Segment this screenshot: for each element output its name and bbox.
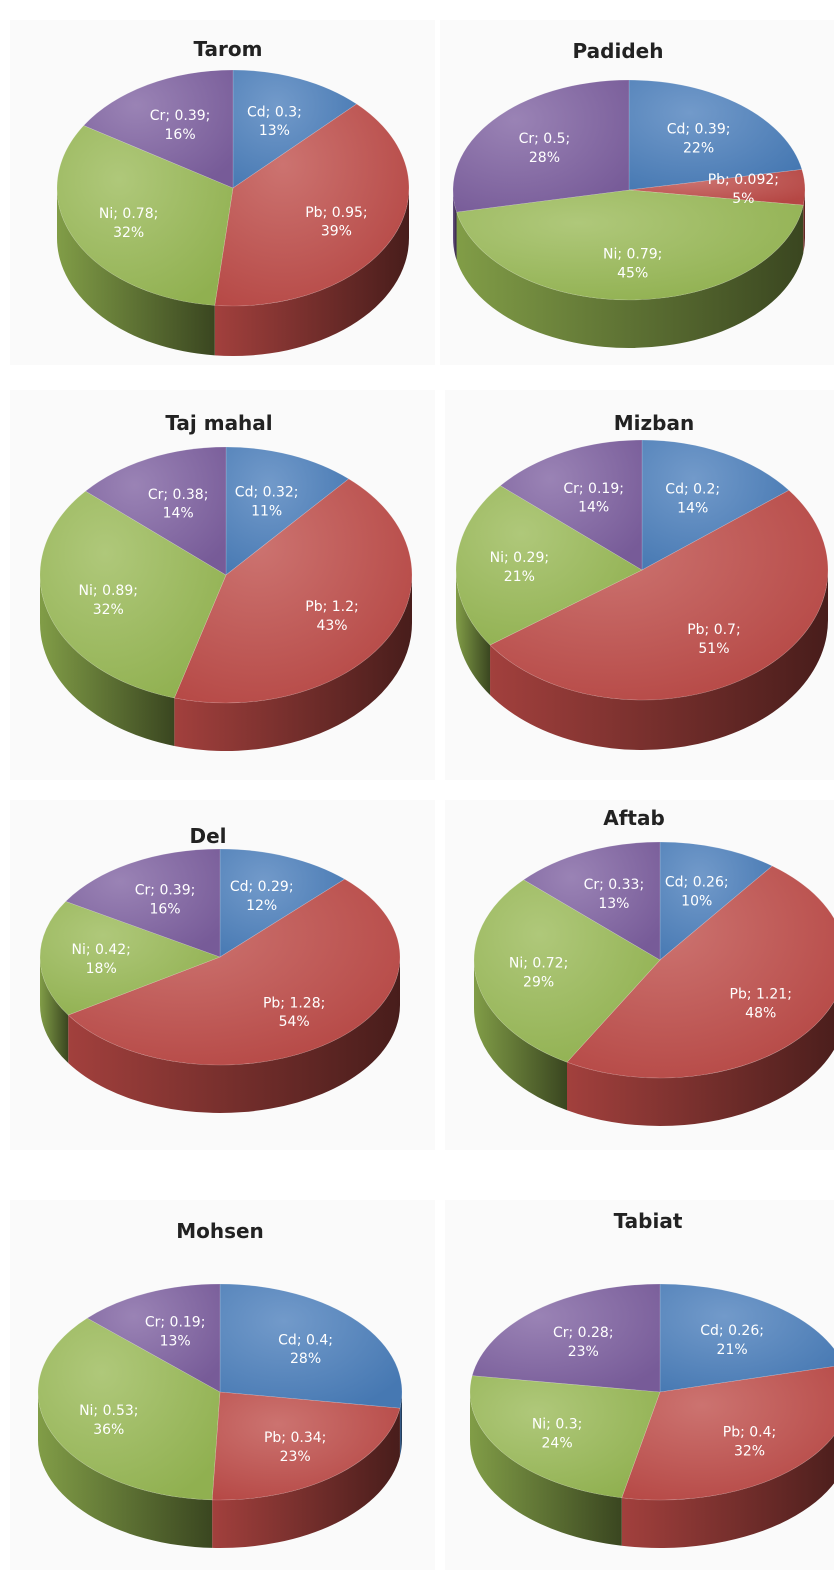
- pie-chart-padideh: Padideh Cd; 0.39; 22% Pb; 0.092; 5% Ni; 0.79;…: [440, 20, 834, 365]
- pie-slice-ni: [37, 1317, 221, 1501]
- pie-chart-aftab: Aftab Cd; 0.26; 10% Pb; 1.21; 48% Ni; 0.72; 29…: [445, 800, 834, 1150]
- pie-slice-cr: [523, 841, 661, 961]
- pie-slice-side-pb: [212, 1408, 400, 1549]
- pie-slice-cr: [471, 1283, 661, 1393]
- pie-slice-cd: [641, 439, 790, 571]
- pie-slice-pb: [173, 478, 413, 704]
- pie-slice-cr: [86, 1283, 221, 1393]
- slice-label-cr: Cr; 0.5; 28%: [519, 131, 571, 166]
- slice-label-cd: Cd; 0.32; 11%: [235, 485, 299, 520]
- pie-slice-cd: [659, 841, 773, 961]
- pie-slice-pb: [566, 865, 834, 1079]
- pie-slice-ni: [456, 189, 804, 301]
- slice-label-ni: Ni; 0.3; 24%: [532, 1417, 583, 1452]
- slice-label-cr: Cr; 0.39; 16%: [135, 883, 196, 918]
- pie-slice-pb: [214, 103, 410, 307]
- pie-slice-cd: [219, 848, 346, 958]
- chart-title: Aftab: [603, 806, 665, 830]
- slice-label-cd: Cd; 0.26; 21%: [700, 1323, 764, 1358]
- pie-chart-del: Del Cd; 0.29; 12% Pb; 1.28; 54% Ni; 0.42; 18%C…: [10, 800, 435, 1150]
- pie-slice-cd: [628, 79, 803, 191]
- chart-title: Tabiat: [614, 1209, 683, 1233]
- pie-slice-side-ni: [57, 188, 215, 356]
- pie-slice-cr: [65, 848, 221, 958]
- pie-slice-side-pb: [174, 575, 412, 751]
- slice-label-pb: Pb; 0.092; 5%: [708, 172, 779, 207]
- slice-label-cr: Cr; 0.38; 14%: [148, 487, 209, 522]
- pie-slice-ni: [473, 879, 661, 1063]
- pie-slice-side-pb: [490, 570, 828, 751]
- slice-label-cd: Cd; 0.4; 28%: [278, 1332, 333, 1367]
- slice-label-pb: Pb; 1.28; 54%: [263, 995, 325, 1030]
- slice-label-cr: Cr; 0.39; 16%: [150, 108, 211, 143]
- slice-label-cd: Cd; 0.3; 13%: [247, 104, 302, 139]
- pie-slice-cd: [232, 69, 358, 189]
- slice-label-cr: Cr; 0.28; 23%: [553, 1325, 614, 1360]
- slice-label-ni: Ni; 0.42; 18%: [71, 942, 130, 977]
- pie-chart-taj-mahal: Taj mahal Cd; 0.32; 11% Pb; 1.2; 43% Ni; 0.89…: [10, 390, 435, 780]
- pie-slice-side-pb: [68, 957, 401, 1113]
- pie-chart-tarom: Tarom Cd; 0.3; 13% Pb; 0.95; 39% Ni; 0.78; 32%…: [10, 20, 435, 365]
- pie-slice-ni: [455, 485, 643, 646]
- pie-slice-side-pb: [803, 190, 805, 254]
- chart-title: Mohsen: [176, 1219, 264, 1243]
- pie-slice-side-ni: [470, 1392, 622, 1546]
- slice-label-pb: Pb; 0.4; 32%: [723, 1424, 776, 1459]
- chart-title: Del: [189, 824, 226, 848]
- pie-chart-mohsen: Mohsen Cd; 0.4; 28% Pb; 0.34; 23% Ni; 0.53; 36…: [10, 1200, 435, 1570]
- pie-slice-cr: [499, 439, 643, 571]
- slice-label-ni: Ni; 0.29; 21%: [490, 550, 549, 585]
- pie-slice-pb: [489, 489, 829, 701]
- slice-label-cr: Cr; 0.19; 14%: [563, 481, 624, 516]
- slice-label-cd: Cd; 0.2; 14%: [665, 482, 720, 517]
- chart-title: Tarom: [193, 37, 262, 61]
- pie-chart-tabiat: Tabiat Cd; 0.26; 21% Pb; 0.4; 32% Ni; 0.3; 24%…: [445, 1200, 834, 1570]
- slice-label-pb: Pb; 1.21; 48%: [730, 986, 792, 1021]
- slice-label-cd: Cd; 0.39; 22%: [667, 121, 731, 156]
- pie-slice-ni: [39, 901, 221, 1016]
- pie-slice-cd: [659, 1283, 834, 1393]
- chart-title: Taj mahal: [165, 411, 272, 435]
- pie-slice-side-pb: [214, 188, 409, 356]
- pie-slice-side-pb: [567, 1001, 834, 1126]
- pie-slice-cr: [83, 69, 234, 189]
- chart-title: Mizban: [614, 411, 694, 435]
- pie-slice-side-ni: [456, 570, 491, 695]
- chart-title: Padideh: [573, 39, 664, 63]
- pie-slice-cd: [225, 446, 350, 576]
- slice-label-ni: Ni; 0.79; 45%: [603, 247, 662, 282]
- slice-label-pb: Pb; 0.95; 39%: [305, 205, 367, 240]
- pie-slice-side-ni: [474, 960, 567, 1111]
- pie-slice-side-cr: [453, 190, 457, 261]
- slice-label-pb: Pb; 1.2; 43%: [305, 599, 358, 634]
- pie-slice-pb: [621, 1366, 834, 1501]
- slice-label-cd: Cd; 0.26; 10%: [665, 875, 729, 910]
- pie-slice-cr: [85, 446, 227, 576]
- slice-label-pb: Pb; 0.34; 23%: [264, 1430, 326, 1465]
- pie-slice-side-ni: [40, 957, 69, 1064]
- pie-slice-ni: [469, 1375, 661, 1499]
- pie-slice-ni: [56, 125, 234, 306]
- slice-label-ni: Ni; 0.78; 32%: [99, 206, 158, 241]
- slice-label-cr: Cr; 0.33; 13%: [584, 877, 645, 912]
- slice-label-cr: Cr; 0.19; 13%: [145, 1315, 206, 1350]
- pie-slice-cr: [452, 79, 630, 213]
- pie-chart-mizban: Mizban Cd; 0.2; 14% Pb; 0.7; 51% Ni; 0.29; 21%…: [445, 390, 834, 780]
- slice-label-ni: Ni; 0.89; 32%: [79, 583, 138, 618]
- pie-slice-cd: [219, 1283, 403, 1409]
- pie-slice-side-ni: [456, 205, 804, 348]
- slice-label-pb: Pb; 0.7; 51%: [687, 622, 740, 657]
- pie-slice-side-ni: [40, 575, 175, 746]
- pie-slice-pb: [211, 1391, 401, 1501]
- pie-slice-pb: [67, 878, 401, 1066]
- pie-slice-side-pb: [621, 1435, 834, 1548]
- pie-slice-pb: [628, 169, 806, 206]
- pie-slice-ni: [39, 490, 227, 699]
- slice-label-ni: Ni; 0.53; 36%: [79, 1403, 138, 1438]
- pie-slice-side-ni: [38, 1392, 213, 1548]
- slice-label-cd: Cd; 0.29; 12%: [230, 879, 294, 914]
- pie-slice-side-cd: [399, 1392, 402, 1457]
- slice-label-ni: Ni; 0.72; 29%: [509, 956, 568, 991]
